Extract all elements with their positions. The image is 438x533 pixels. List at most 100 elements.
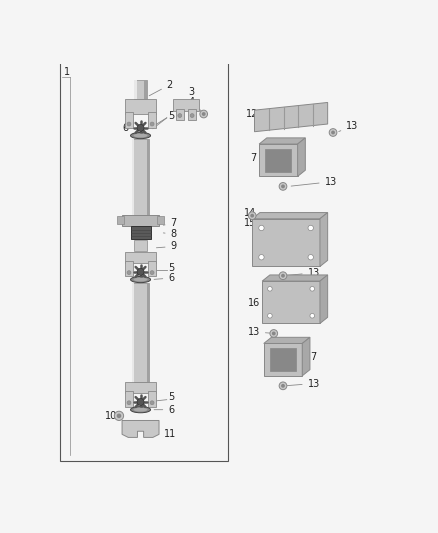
- Ellipse shape: [281, 384, 285, 387]
- Bar: [132, 282, 134, 384]
- Bar: [125, 99, 156, 114]
- Bar: [125, 382, 156, 393]
- Ellipse shape: [134, 134, 148, 138]
- Text: 16: 16: [247, 297, 265, 309]
- Ellipse shape: [281, 184, 285, 188]
- Bar: [125, 261, 133, 277]
- Bar: [252, 219, 320, 266]
- Bar: [147, 282, 149, 384]
- Polygon shape: [254, 102, 328, 132]
- Text: 7: 7: [274, 352, 317, 362]
- Text: 4: 4: [188, 96, 201, 111]
- Ellipse shape: [308, 255, 314, 260]
- Polygon shape: [298, 138, 305, 176]
- Bar: [134, 215, 147, 224]
- Text: 14: 14: [244, 207, 256, 217]
- Ellipse shape: [131, 407, 151, 413]
- Ellipse shape: [329, 128, 337, 136]
- Bar: [117, 216, 124, 224]
- Ellipse shape: [127, 122, 131, 126]
- Bar: [134, 80, 147, 99]
- Ellipse shape: [127, 271, 131, 274]
- Text: 5: 5: [168, 392, 174, 402]
- Bar: [147, 139, 149, 216]
- Ellipse shape: [137, 399, 144, 406]
- Ellipse shape: [202, 112, 205, 116]
- Ellipse shape: [310, 287, 314, 291]
- Ellipse shape: [190, 114, 194, 117]
- Bar: [270, 348, 296, 371]
- Bar: [60, 60, 228, 461]
- Ellipse shape: [279, 382, 287, 390]
- Ellipse shape: [150, 401, 154, 405]
- Bar: [132, 282, 149, 384]
- Polygon shape: [320, 275, 328, 324]
- Bar: [148, 261, 156, 277]
- Text: 12: 12: [246, 109, 262, 119]
- Polygon shape: [262, 275, 328, 281]
- Bar: [131, 227, 151, 239]
- Bar: [173, 99, 199, 111]
- Ellipse shape: [331, 131, 335, 134]
- Text: 13: 13: [247, 327, 272, 337]
- Ellipse shape: [131, 133, 151, 139]
- Text: 13: 13: [287, 378, 320, 389]
- Text: 6: 6: [122, 123, 134, 134]
- Ellipse shape: [134, 278, 148, 281]
- Text: 8: 8: [163, 229, 177, 239]
- Ellipse shape: [308, 225, 314, 231]
- Bar: [158, 216, 164, 224]
- Bar: [132, 139, 134, 216]
- Ellipse shape: [137, 269, 144, 276]
- Ellipse shape: [279, 182, 287, 190]
- Text: 7: 7: [163, 219, 177, 228]
- Bar: [148, 391, 156, 407]
- Bar: [122, 215, 159, 225]
- Bar: [148, 112, 156, 128]
- Bar: [188, 109, 196, 120]
- Polygon shape: [259, 138, 305, 144]
- Polygon shape: [122, 421, 159, 438]
- Text: 7: 7: [251, 153, 262, 163]
- Text: 15: 15: [244, 219, 258, 236]
- Ellipse shape: [281, 274, 285, 278]
- Ellipse shape: [117, 414, 121, 418]
- Bar: [134, 382, 147, 391]
- Ellipse shape: [268, 287, 272, 291]
- Text: 6: 6: [154, 273, 174, 283]
- Text: 11: 11: [156, 429, 176, 439]
- Ellipse shape: [250, 214, 254, 217]
- Text: 3: 3: [181, 87, 194, 105]
- Ellipse shape: [310, 313, 314, 318]
- Text: 1: 1: [64, 68, 70, 77]
- Ellipse shape: [134, 408, 148, 411]
- Text: 6: 6: [154, 405, 174, 415]
- Ellipse shape: [114, 411, 124, 421]
- Ellipse shape: [270, 329, 278, 337]
- Bar: [132, 139, 149, 216]
- Bar: [134, 80, 137, 99]
- Bar: [145, 80, 147, 99]
- Text: 10: 10: [105, 411, 117, 421]
- Text: 3: 3: [131, 429, 138, 439]
- Bar: [264, 343, 302, 376]
- Text: 13: 13: [291, 177, 337, 187]
- Ellipse shape: [259, 255, 264, 260]
- Ellipse shape: [272, 332, 276, 335]
- Text: 5: 5: [168, 110, 174, 120]
- Text: 13: 13: [288, 268, 320, 278]
- Bar: [125, 112, 133, 128]
- Ellipse shape: [127, 401, 131, 405]
- Text: 9: 9: [156, 241, 177, 252]
- Text: 13: 13: [339, 122, 358, 132]
- Ellipse shape: [131, 277, 151, 282]
- Ellipse shape: [279, 272, 287, 280]
- Ellipse shape: [268, 313, 272, 318]
- Polygon shape: [264, 337, 310, 343]
- Ellipse shape: [150, 271, 154, 274]
- Bar: [262, 281, 320, 324]
- Text: 5: 5: [168, 263, 174, 273]
- Bar: [259, 144, 298, 176]
- Ellipse shape: [150, 122, 154, 126]
- Text: 2: 2: [149, 80, 173, 96]
